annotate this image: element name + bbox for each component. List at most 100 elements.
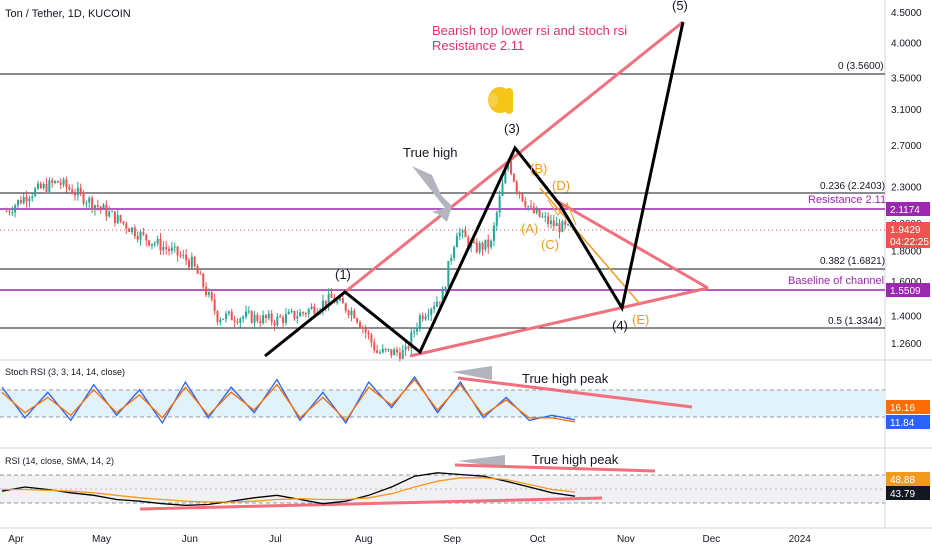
candle-body <box>28 198 31 202</box>
candle-body <box>341 298 344 304</box>
candle-body <box>11 212 14 214</box>
candle-body <box>359 322 361 328</box>
candle-body <box>367 332 370 335</box>
candle-body <box>253 314 256 323</box>
candle-body <box>378 352 381 354</box>
candle-body <box>153 243 156 245</box>
candle-body <box>287 311 290 315</box>
candle-body <box>22 196 25 204</box>
true-high-arrow <box>412 166 452 222</box>
candle-body <box>31 196 34 199</box>
resistance-label: Resistance 2.11 <box>808 194 886 206</box>
candle-body <box>156 238 159 244</box>
candle-body <box>74 193 76 196</box>
candle-body <box>62 179 65 185</box>
candle-body <box>273 322 276 326</box>
candle-body <box>427 314 430 317</box>
candle-body <box>25 196 28 202</box>
candle-body <box>225 313 228 319</box>
price-tick-label: 2.7000 <box>891 141 922 152</box>
rsi-title: RSI (14, close, SMA, 14, 2) <box>5 456 114 466</box>
candle-body <box>356 318 359 323</box>
candle-body <box>290 310 293 312</box>
rsi-value-box <box>886 486 930 500</box>
candle-body <box>521 194 524 201</box>
pointing-hand-icon <box>488 87 513 114</box>
indicator-series-d <box>1 378 576 423</box>
candle-body <box>139 232 142 240</box>
rsi-sma-box <box>886 472 930 486</box>
candle-body <box>131 227 133 232</box>
candle-body <box>555 223 558 227</box>
candle-body <box>475 242 478 252</box>
candle-body <box>561 221 564 232</box>
candle-body <box>515 181 518 192</box>
time-tick-label: 2024 <box>789 534 812 545</box>
candle-body <box>549 220 552 224</box>
baseline-price-text: 1.5509 <box>890 286 921 297</box>
candle-body <box>96 205 99 207</box>
candle-body <box>108 211 111 217</box>
candle-body <box>350 310 353 316</box>
candle-body <box>453 247 456 259</box>
stoch-divergence-line <box>457 376 693 409</box>
stoch-k-box <box>886 400 930 414</box>
baseline-price-box <box>886 283 930 297</box>
candle-body <box>170 247 173 251</box>
candle-body <box>105 204 108 217</box>
stoch-title: Stoch RSI (3, 3, 14, 14, close) <box>5 367 125 377</box>
candle-body <box>173 246 176 248</box>
candle-body <box>76 187 79 196</box>
candle-body <box>256 314 259 322</box>
candle-body <box>478 243 481 252</box>
candle-body <box>424 316 427 320</box>
candle-body <box>119 215 122 222</box>
candle-body <box>404 346 407 350</box>
candle-body <box>293 310 296 319</box>
candle-body <box>5 211 8 213</box>
candle-body <box>185 254 188 261</box>
candle-body <box>56 181 59 183</box>
candle-body <box>535 209 538 213</box>
candle-body <box>242 316 245 319</box>
candle-body <box>213 299 216 312</box>
candle-body <box>36 183 39 189</box>
candle-body <box>245 311 247 317</box>
fib-05-label: 0.5 (1.3344) <box>828 316 882 327</box>
candle-body <box>481 243 484 250</box>
candle-body <box>433 306 436 309</box>
candle-body <box>122 221 125 224</box>
stoch-band <box>0 390 885 417</box>
indicator-series-rsi <box>1 472 576 506</box>
time-tick-label: Aug <box>355 534 373 545</box>
candle-body <box>564 221 567 225</box>
wave-3-label: (3) <box>504 121 520 136</box>
candle-body <box>210 292 213 300</box>
candle-body <box>344 303 347 311</box>
candle-body <box>461 230 464 233</box>
price-tick-label: 3.5000 <box>891 73 922 84</box>
candle-body <box>91 197 94 210</box>
candle-body <box>430 308 433 315</box>
candle-body <box>259 321 262 323</box>
candle-body <box>413 331 416 333</box>
candle-body <box>407 346 410 349</box>
candle-body <box>473 241 475 243</box>
candle-body <box>504 169 507 184</box>
candle-body <box>102 204 105 209</box>
candle-body <box>159 238 162 251</box>
candle-body <box>373 342 376 351</box>
resistance-price-box <box>886 202 930 216</box>
candle-body <box>142 232 145 235</box>
candle-body <box>347 310 350 316</box>
rsi-true-high-label: True high peak <box>532 452 619 467</box>
last-price-box <box>886 222 930 248</box>
last-price-text: 1.9429 <box>890 225 921 236</box>
triangle-upper-line <box>554 198 709 290</box>
candle-body <box>538 209 541 217</box>
candle-body <box>438 301 441 303</box>
candle-body <box>530 206 532 208</box>
candle-body <box>495 212 498 226</box>
candle-body <box>54 181 57 183</box>
